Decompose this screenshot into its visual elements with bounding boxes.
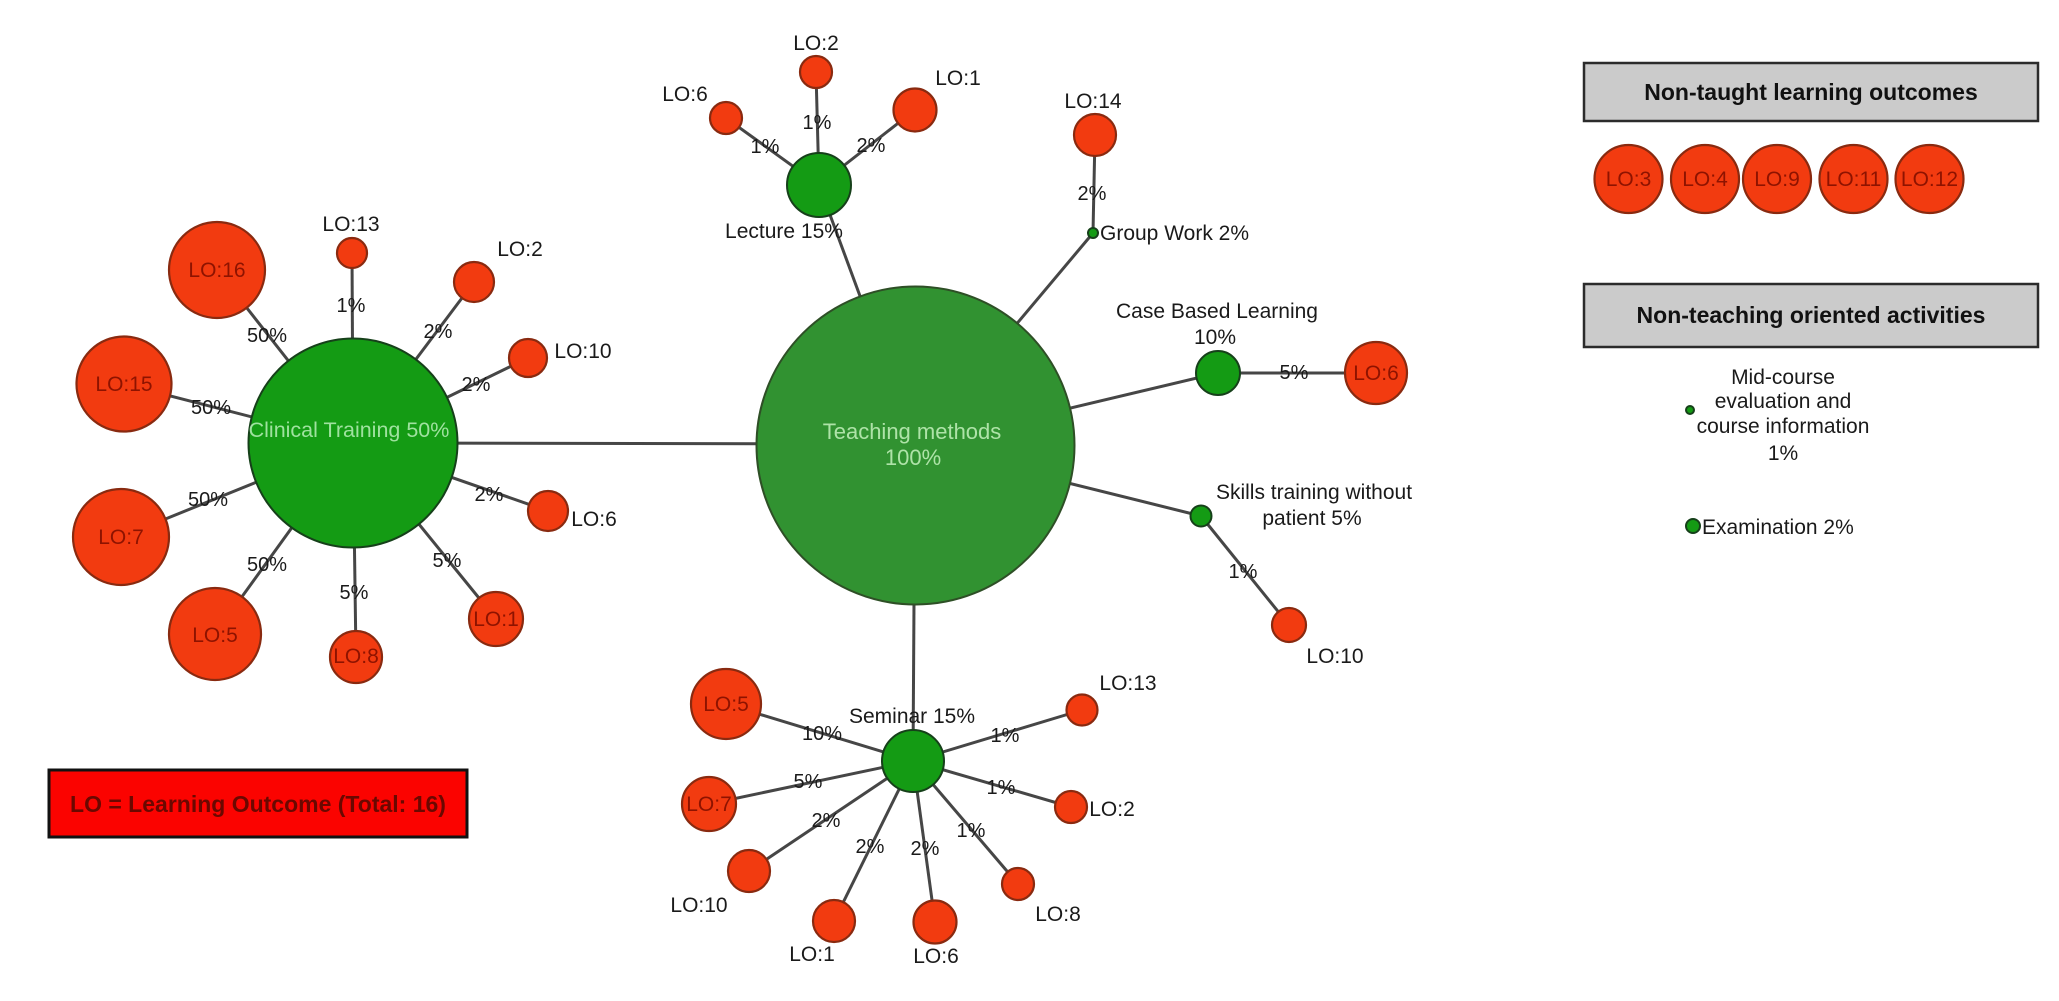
svg-text:LO:9: LO:9 <box>1754 168 1800 191</box>
svg-text:LO:15: LO:15 <box>95 373 152 396</box>
svg-text:LO:6: LO:6 <box>662 83 708 106</box>
svg-text:2%: 2% <box>1078 183 1107 205</box>
svg-text:Seminar 15%: Seminar 15% <box>849 705 975 728</box>
svg-text:LO:5: LO:5 <box>192 624 238 647</box>
svg-text:Group Work 2%: Group Work 2% <box>1100 222 1249 245</box>
svg-text:evaluation and: evaluation and <box>1715 390 1852 413</box>
svg-text:50%: 50% <box>188 489 228 511</box>
svg-text:LO:7: LO:7 <box>686 793 732 816</box>
svg-text:LO:8: LO:8 <box>333 645 379 668</box>
svg-text:1%: 1% <box>991 725 1020 747</box>
svg-text:LO:1: LO:1 <box>789 943 835 966</box>
svg-text:LO:3: LO:3 <box>1606 168 1652 191</box>
svg-text:Clinical Training 50%: Clinical Training 50% <box>249 418 450 442</box>
svg-text:Case Based Learning: Case Based Learning <box>1116 300 1318 323</box>
svg-text:Skills training without: Skills training without <box>1216 481 1412 504</box>
svg-text:Lecture 15%: Lecture 15% <box>725 220 843 243</box>
svg-text:LO:10: LO:10 <box>554 340 611 363</box>
svg-text:LO:5: LO:5 <box>703 693 749 716</box>
svg-text:Teaching methods: Teaching methods <box>823 419 1002 444</box>
svg-text:2%: 2% <box>812 810 841 832</box>
svg-text:1%: 1% <box>1768 442 1798 465</box>
svg-text:LO:10: LO:10 <box>1306 645 1363 668</box>
svg-text:2%: 2% <box>911 838 940 860</box>
svg-text:2%: 2% <box>856 836 885 858</box>
svg-text:LO:10: LO:10 <box>670 894 727 917</box>
svg-text:LO:14: LO:14 <box>1064 90 1122 113</box>
svg-text:LO:1: LO:1 <box>935 67 981 90</box>
svg-text:1%: 1% <box>957 820 986 842</box>
svg-text:50%: 50% <box>247 554 287 576</box>
svg-text:LO:2: LO:2 <box>793 32 839 55</box>
svg-text:1%: 1% <box>803 112 832 134</box>
svg-text:Mid-course: Mid-course <box>1731 366 1835 389</box>
svg-text:LO = Learning Outcome (Total:: LO = Learning Outcome (Total: 16) <box>70 791 446 817</box>
svg-text:LO:13: LO:13 <box>322 213 379 236</box>
svg-text:2%: 2% <box>424 321 453 343</box>
svg-text:Examination 2%: Examination 2% <box>1702 516 1854 539</box>
svg-text:5%: 5% <box>794 771 823 793</box>
svg-text:10%: 10% <box>802 723 842 745</box>
svg-text:LO:6: LO:6 <box>1353 362 1399 385</box>
svg-text:LO:16: LO:16 <box>188 259 245 282</box>
svg-text:Non-teaching oriented activiti: Non-teaching oriented activities <box>1637 302 1986 328</box>
svg-text:5%: 5% <box>1280 362 1309 384</box>
svg-text:100%: 100% <box>885 445 941 470</box>
svg-text:2%: 2% <box>857 135 886 157</box>
svg-text:LO:12: LO:12 <box>1901 168 1958 191</box>
svg-text:LO:8: LO:8 <box>1035 903 1081 926</box>
svg-text:1%: 1% <box>987 777 1016 799</box>
svg-text:1%: 1% <box>751 136 780 158</box>
svg-text:5%: 5% <box>340 582 369 604</box>
svg-text:LO:4: LO:4 <box>1682 168 1728 191</box>
svg-text:LO:11: LO:11 <box>1826 168 1882 191</box>
svg-text:course information: course information <box>1697 415 1870 438</box>
svg-text:50%: 50% <box>191 397 231 419</box>
svg-text:LO:1: LO:1 <box>473 608 519 631</box>
svg-text:LO:2: LO:2 <box>1089 798 1135 821</box>
svg-text:Non-taught learning outcomes: Non-taught learning outcomes <box>1644 79 1978 105</box>
svg-text:patient 5%: patient 5% <box>1262 507 1361 530</box>
svg-text:10%: 10% <box>1194 326 1236 349</box>
svg-text:50%: 50% <box>247 325 287 347</box>
svg-text:5%: 5% <box>433 550 462 572</box>
svg-text:1%: 1% <box>1229 561 1258 583</box>
svg-text:LO:6: LO:6 <box>571 508 617 531</box>
svg-text:2%: 2% <box>462 374 491 396</box>
svg-text:LO:13: LO:13 <box>1099 672 1156 695</box>
svg-text:LO:6: LO:6 <box>913 945 959 968</box>
svg-text:LO:7: LO:7 <box>98 526 144 549</box>
svg-text:2%: 2% <box>475 484 504 506</box>
svg-text:LO:2: LO:2 <box>497 238 543 261</box>
svg-text:1%: 1% <box>337 295 366 317</box>
